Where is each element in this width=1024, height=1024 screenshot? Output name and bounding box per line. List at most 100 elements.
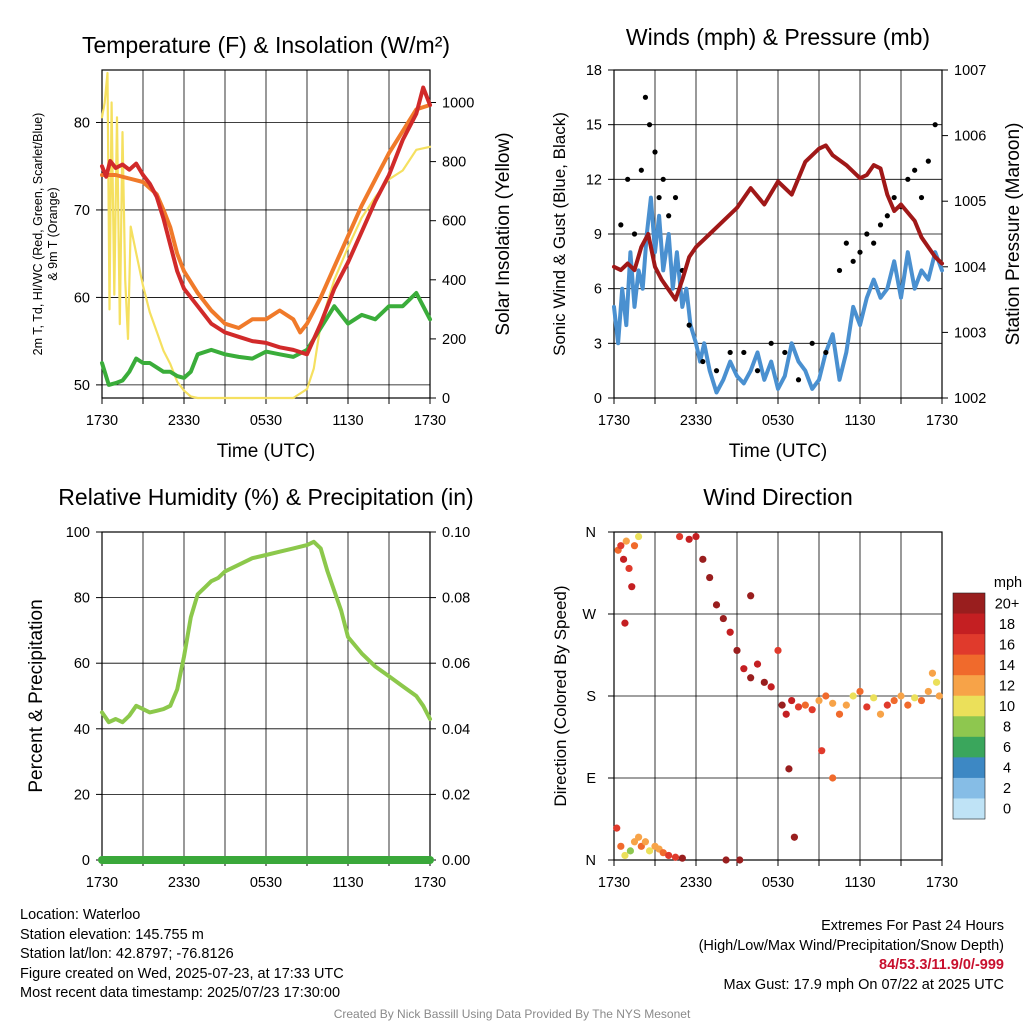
gust-point [631,231,638,237]
y-tick-label: 20 [74,787,90,803]
extremes-values: 84/53.3/11.9/0/-999 [879,957,1004,973]
gust-point [884,213,890,219]
direction-point [788,696,796,705]
colorbar-swatch [953,675,985,697]
direction-point [747,674,755,682]
colorbar-title: mph [994,575,1022,591]
direction-point [876,710,885,718]
direction-point [863,703,871,711]
gust-point [672,194,679,201]
colorbar-label: 4 [1003,761,1011,777]
station-latlon: Station lat/lon: 42.8797; -76.8126 [20,946,234,962]
x-tick-label: 1730 [86,413,118,429]
direction-point [726,628,734,636]
direction-point [621,619,629,627]
direction-point [699,555,707,563]
gust-point [660,176,666,182]
x-tick-label: 1130 [332,875,363,891]
colorbar-swatch [953,736,985,758]
gust-point [782,349,788,356]
direction-point [801,701,809,709]
colorbar-label: 10 [999,699,1015,715]
extremes-block: Extremes For Past 24 Hours (High/Low/Max… [699,917,1004,995]
x-axis-label: Time (UTC) [729,441,828,462]
direction-point [856,687,864,696]
y-tick-label: 15 [586,118,602,134]
colorbar-frame [952,592,986,820]
gust-point [925,158,931,164]
series-line-1 [100,85,432,357]
y2-tick-label: 400 [442,273,466,289]
gust-point [850,258,856,264]
y-axis-label-left: Direction (Colored By Speed) [551,585,570,806]
gust-point [642,94,649,100]
direction-point [753,660,762,668]
x-tick-label: 0530 [250,413,282,429]
colorbar-swatch [953,798,985,820]
y-tick-label: 12 [586,172,602,188]
direction-point [932,678,941,686]
panel-2: Winds (mph) & Pressure (mb) 1730 2330 0530 1… [586,24,986,462]
direction-point [617,842,625,850]
y-tick-label: 60 [74,290,90,306]
direction-point [613,824,621,832]
colorbar-label: 6 [1003,740,1011,756]
direction-point [645,847,654,855]
gust-point [857,249,863,255]
direction-point [870,694,878,702]
direction-point [626,847,635,855]
direction-point [897,692,905,700]
gust-point [768,340,774,346]
y2-tick-label: 0.02 [442,787,470,803]
direction-point [815,696,823,705]
y2-tick-label: 0.08 [442,591,470,607]
direction-point [794,703,803,711]
extremes-title: Extremes For Past 24 Hours [821,918,1004,934]
y-tick-label: W [582,607,596,623]
y-axis-label-right: Solar Insolation (Yellow) [493,132,514,335]
colorbar-label: 14 [999,658,1015,674]
gust-point [700,358,706,365]
y-tick-label: N [586,853,596,869]
direction-point [782,710,790,718]
y-tick-label: 60 [74,656,90,672]
x-tick-label: 2330 [168,413,200,429]
y-tick-label: 70 [74,203,90,219]
colorbar-label: 8 [1003,720,1011,736]
colorbar-label: 0 [1003,802,1011,818]
y-axis-label-left: Sonic Wind & Gust (Blue, Black) [550,112,569,356]
direction-point [665,851,673,860]
colorbar-label: 18 [999,617,1015,633]
colorbar-swatch [953,757,985,779]
y-tick-label: 80 [74,115,90,131]
x-tick-label: 1130 [844,875,875,891]
direction-point [617,542,625,550]
y-axis-label-left: 2m T, Td, HI/WC (Red, Green, Scarlet/Blu… [31,113,45,356]
direction-point [917,696,926,705]
direction-point [678,854,686,862]
series-line-1 [100,539,432,725]
direction-point [747,592,755,600]
y2-tick-label: 200 [442,332,466,348]
gust-point [795,377,802,383]
x-tick-label: 1730 [926,875,958,891]
y-tick-label: 40 [74,722,90,738]
gust-point [638,167,644,173]
y-axis-label-right: Station Pressure (Maroon) [1003,123,1024,346]
direction-point [685,535,693,543]
x-axis-label: Time (UTC) [217,441,316,462]
direction-point [835,710,844,718]
extremes-subtitle: (High/Low/Max Wind/Precipitation/Snow De… [698,937,1004,954]
direction-point [712,601,721,609]
x-tick-label: 2330 [680,413,712,429]
gust-point [713,368,720,374]
direction-point [778,701,786,709]
gust-point [843,240,849,246]
y-tick-label: N [586,525,596,541]
direction-point [733,646,741,655]
gust-point [646,122,653,128]
colorbar-swatch [953,695,985,717]
figure-created: Figure created on Wed, 2025-07-23, at 17… [20,965,344,982]
gust-point [686,322,692,328]
